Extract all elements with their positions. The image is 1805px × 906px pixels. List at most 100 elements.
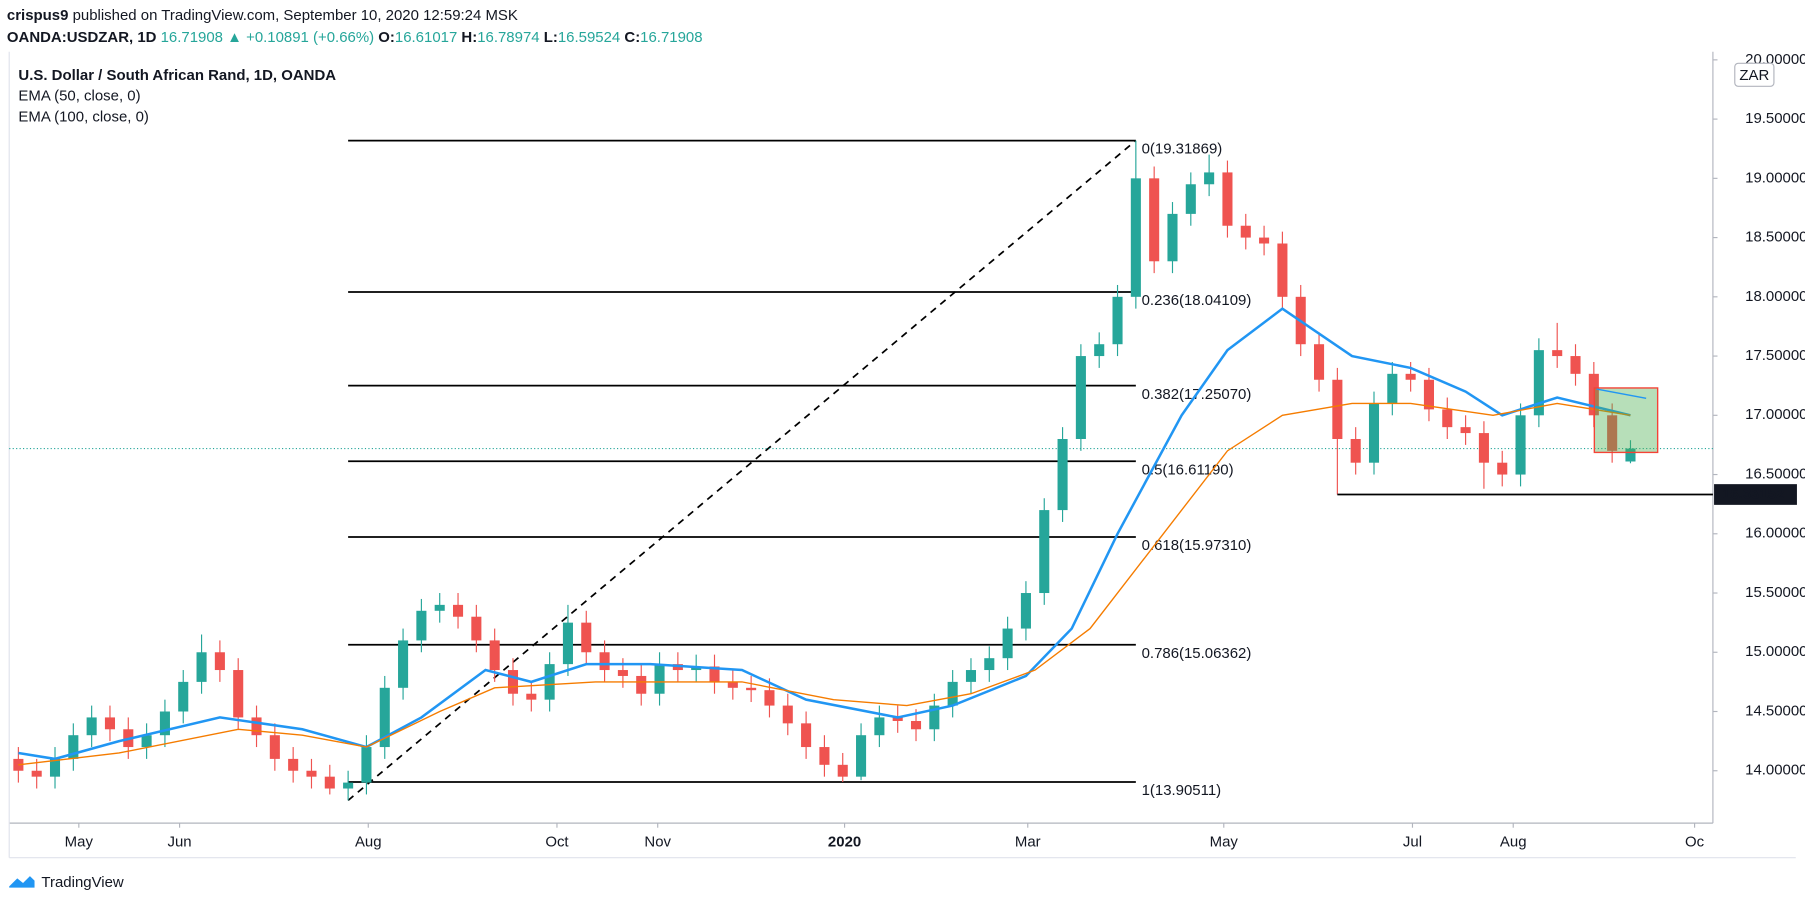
candle-body bbox=[1240, 225, 1251, 238]
last-price: 16.71908 bbox=[161, 29, 223, 46]
candle-body bbox=[1387, 373, 1398, 404]
candle-body bbox=[1094, 344, 1105, 357]
legend-entry: EMA (100, close, 0) bbox=[18, 108, 148, 125]
candle-body bbox=[269, 735, 280, 759]
candle-body bbox=[1130, 178, 1141, 297]
y-tick-label: 14.00000 bbox=[1745, 762, 1805, 779]
trend-line bbox=[1596, 388, 1647, 399]
candle-body bbox=[1478, 433, 1489, 463]
x-tick-label: Mar bbox=[1015, 834, 1041, 851]
candle-body bbox=[507, 670, 519, 694]
candle-body bbox=[398, 640, 409, 688]
y-tick-label: 18.50000 bbox=[1745, 229, 1805, 246]
candle-body bbox=[1149, 178, 1160, 262]
candle-body bbox=[1350, 438, 1361, 463]
candle-body bbox=[379, 687, 390, 748]
candle-body bbox=[856, 735, 867, 777]
y-tick-label: 15.00000 bbox=[1745, 643, 1805, 660]
y-tick-label: 18.00000 bbox=[1745, 288, 1805, 305]
candle-body bbox=[1039, 510, 1050, 594]
y-tick-label: 15.50000 bbox=[1745, 584, 1805, 601]
x-tick-label: Oc bbox=[1685, 834, 1705, 851]
candle-body bbox=[636, 675, 647, 694]
candle-body bbox=[984, 658, 995, 671]
x-tick-label: Jun bbox=[168, 834, 192, 851]
candle-body bbox=[562, 622, 573, 665]
candle-body bbox=[31, 770, 42, 777]
candle-body bbox=[196, 652, 207, 682]
x-tick-label: Jul bbox=[1403, 834, 1422, 851]
candle-body bbox=[49, 758, 61, 777]
candle-body bbox=[1497, 462, 1508, 475]
candle-body bbox=[1185, 184, 1196, 214]
candle-body bbox=[727, 681, 738, 688]
candle-body bbox=[1259, 237, 1270, 244]
change: ▲ +0.10891 (+0.66%) bbox=[227, 29, 374, 46]
fib-label: 0.618(15.97310) bbox=[1142, 537, 1252, 554]
candle-body bbox=[709, 666, 720, 682]
x-tick-label: 2020 bbox=[828, 834, 861, 851]
y-tick-label: 16.00000 bbox=[1745, 525, 1805, 542]
y-tick-label: 17.00000 bbox=[1745, 406, 1805, 423]
ohlc-label: L: bbox=[544, 29, 558, 46]
fib-label: 0(19.31869) bbox=[1142, 141, 1223, 158]
candle-body bbox=[764, 690, 775, 706]
candle-body bbox=[1314, 344, 1325, 380]
ohlc-value: 16.78974 bbox=[477, 29, 539, 46]
candle-body bbox=[434, 604, 445, 611]
brand: TradingView bbox=[41, 874, 123, 891]
plot: 14.00000 14.50000 15.00000 15.50000 16.00000… bbox=[9, 51, 1805, 851]
x-tick-label: Aug bbox=[355, 834, 382, 851]
header-line-1: crispus9 published on TradingView.com, S… bbox=[7, 7, 518, 24]
candle-body bbox=[1368, 403, 1380, 463]
y-tick-label: 19.50000 bbox=[1745, 110, 1805, 127]
support-label: 16.33152 bbox=[1722, 485, 1784, 502]
candle-body bbox=[874, 717, 885, 736]
candle-body bbox=[306, 770, 317, 777]
candle-body bbox=[1020, 593, 1031, 629]
candle-body bbox=[1607, 415, 1618, 451]
ema-line bbox=[18, 402, 1631, 766]
support-label-box bbox=[1714, 484, 1797, 505]
ema-line bbox=[18, 307, 1631, 761]
y-tick-label: 16.50000 bbox=[1745, 465, 1805, 482]
candle-body bbox=[947, 681, 958, 706]
x-tick-label: May bbox=[65, 834, 94, 851]
ohlc-value: 16.61017 bbox=[395, 29, 457, 46]
candle-body bbox=[929, 705, 940, 730]
candle-body bbox=[1057, 438, 1068, 511]
candle-body bbox=[324, 776, 335, 789]
x-tick-label: Oct bbox=[545, 834, 569, 851]
candle-body bbox=[1277, 243, 1288, 297]
candle-body bbox=[1442, 409, 1453, 428]
ohlc-value: 16.59524 bbox=[558, 29, 620, 46]
candle-body bbox=[233, 670, 244, 718]
candle-body bbox=[452, 604, 464, 617]
y-tick-label: 14.50000 bbox=[1745, 702, 1805, 719]
candle-body bbox=[471, 616, 482, 641]
candle-body bbox=[141, 735, 152, 748]
ohlc-label: H: bbox=[461, 29, 477, 46]
fib-label: 0.5(16.61190) bbox=[1142, 461, 1234, 478]
ohlc-value: 16.71908 bbox=[640, 29, 702, 46]
candle-body bbox=[86, 717, 97, 736]
candle-body bbox=[1552, 350, 1563, 357]
candle-body bbox=[214, 652, 225, 671]
candle-body bbox=[1533, 350, 1544, 416]
range-box bbox=[1593, 387, 1659, 454]
candle-body bbox=[1167, 213, 1178, 262]
symbol: OANDA:USDZAR, 1D bbox=[7, 29, 157, 46]
x-tick-label: Nov bbox=[644, 834, 671, 851]
candle-body bbox=[1423, 379, 1434, 410]
ohlc-label: O: bbox=[378, 29, 395, 46]
y-tick-label: 19.00000 bbox=[1745, 169, 1805, 186]
candle-body bbox=[489, 640, 500, 671]
published: published on TradingView.com, September … bbox=[73, 7, 518, 24]
candle-body bbox=[837, 764, 848, 777]
legend-entry: EMA (50, close, 0) bbox=[18, 88, 140, 105]
candle-body bbox=[892, 717, 903, 721]
currency-box bbox=[1734, 62, 1775, 87]
candle-body bbox=[654, 664, 665, 694]
